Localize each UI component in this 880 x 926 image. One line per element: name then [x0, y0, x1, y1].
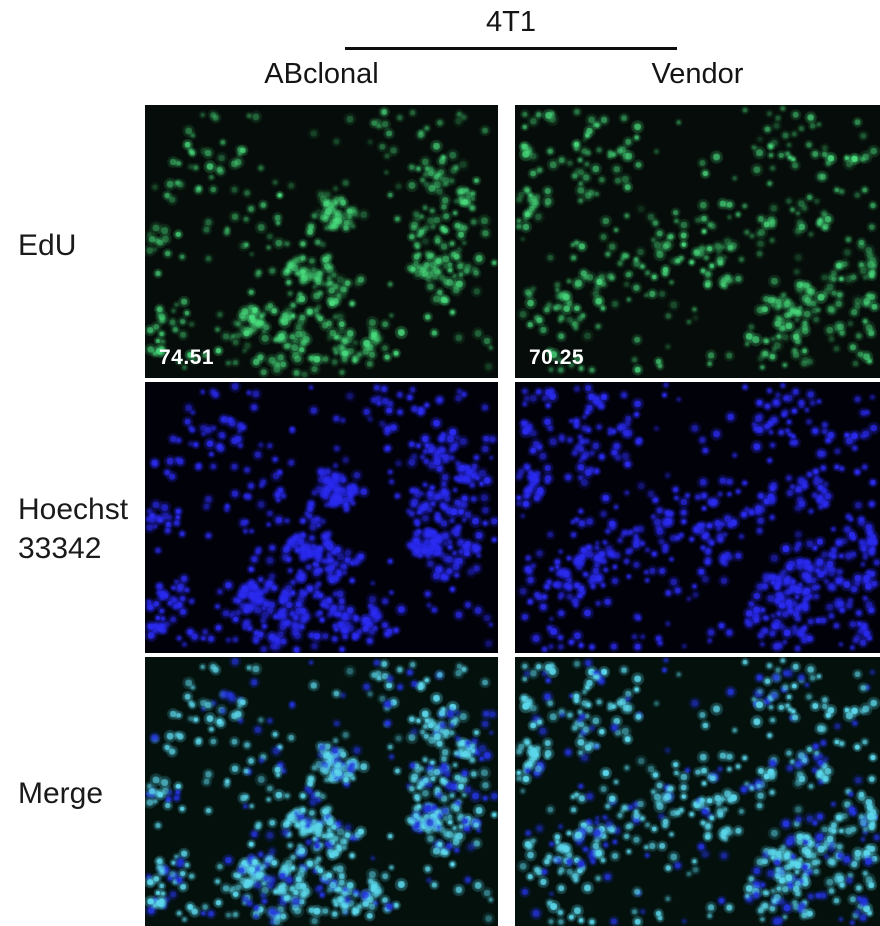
micrograph-canvas	[515, 382, 880, 653]
row-label-edu: EdU	[18, 229, 77, 262]
micrograph-hoechst-vendor	[515, 382, 880, 653]
column-label-abclonal: ABclonal	[264, 58, 379, 90]
micrograph-canvas	[515, 657, 880, 926]
micrograph-canvas	[145, 657, 498, 926]
micrograph-canvas	[145, 105, 498, 378]
cell-line-underline	[345, 47, 677, 50]
row-label-hoechst: Hoechst 33342	[18, 493, 129, 565]
edu-positive-percentage: 74.51	[159, 346, 215, 369]
micrograph-canvas	[145, 382, 498, 653]
micrograph-canvas	[515, 105, 880, 378]
edu-positive-percentage: 70.25	[529, 346, 585, 369]
row-label-merge: Merge	[18, 777, 104, 810]
micrograph-edu-abclonal: 74.51	[145, 105, 498, 378]
column-label-vendor: Vendor	[651, 58, 744, 90]
micrograph-merge-abclonal	[145, 657, 498, 926]
micrograph-hoechst-abclonal	[145, 382, 498, 653]
micrograph-merge-vendor	[515, 657, 880, 926]
cell-line-label: 4T1	[486, 6, 536, 38]
micrograph-edu-vendor: 70.25	[515, 105, 880, 378]
